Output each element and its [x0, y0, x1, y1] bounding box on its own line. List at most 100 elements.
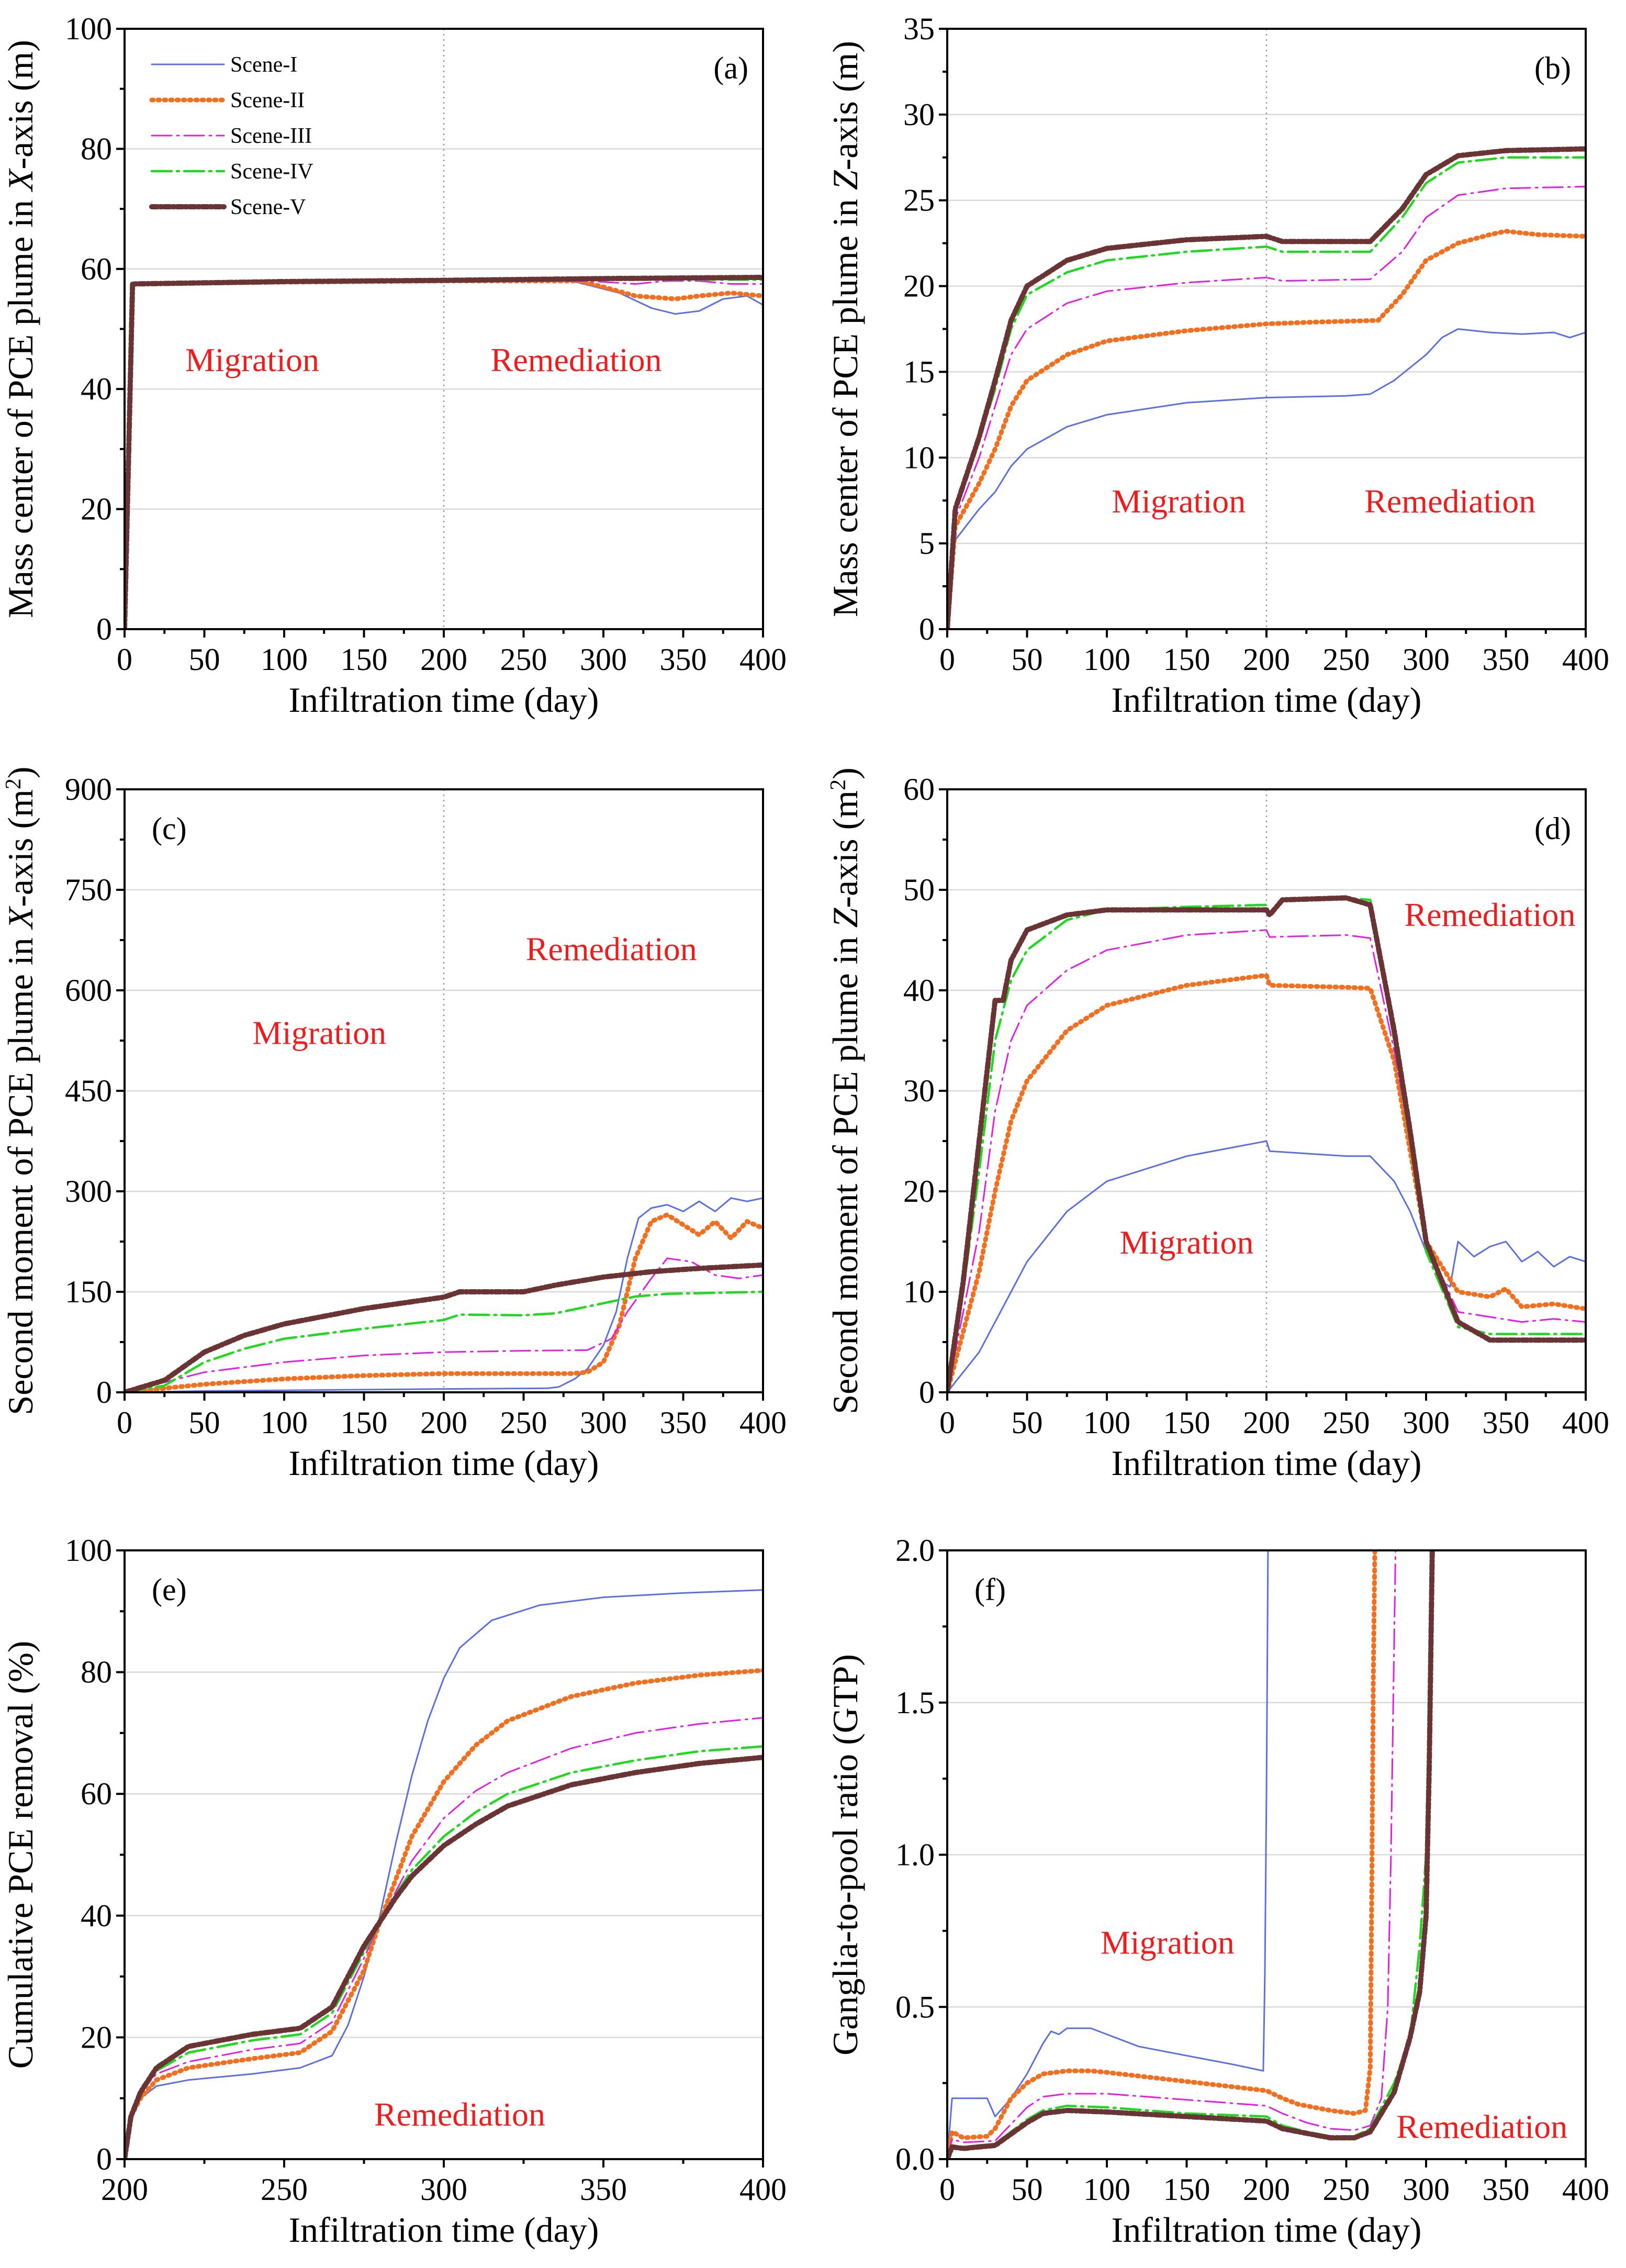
y-tick-label: 600 [65, 973, 112, 1008]
x-tick-label: 300 [420, 2172, 467, 2207]
x-tick-label: 100 [261, 642, 308, 677]
y-tick-label: 60 [903, 772, 935, 807]
y-tick-label: 10 [903, 1275, 935, 1309]
x-tick-label: 350 [580, 2172, 627, 2207]
phase-label-remediation: Remediation [526, 930, 697, 967]
series-line-scene-iii [947, 1550, 1397, 2159]
x-tick-label: 250 [500, 1405, 547, 1440]
y-tick-label: 100 [65, 12, 112, 46]
x-tick-label: 400 [739, 2172, 787, 2207]
y-tick-label: 25 [903, 183, 935, 218]
series-line-scene-iii [947, 186, 1586, 629]
phase-label-migration: Migration [1120, 1224, 1254, 1261]
phase-label-remediation: Remediation [491, 341, 662, 378]
y-tick-label: 20 [903, 1174, 935, 1209]
x-tick-label: 200 [101, 2172, 148, 2207]
x-tick-label: 0 [939, 2172, 955, 2207]
series-line-scene-i [947, 1140, 1586, 1392]
y-axis-label: Second moment of PCE plume in X-axis (m2… [1, 766, 40, 1415]
chart-panel-f: 0 50 100 150 200 250 300 350 400 0.0 0.5 1.0 1.5 2.0 I… [825, 1533, 1609, 2250]
y-tick-label: 150 [65, 1275, 112, 1309]
y-tick-label: 1.0 [895, 1838, 935, 1872]
x-tick-label: 100 [1083, 642, 1130, 677]
series-group [125, 1589, 763, 2159]
y-axis-label: Cumulative PCE removal (%) [1, 1641, 40, 2069]
phase-label-remediation: Remediation [1396, 2108, 1567, 2145]
x-tick-label: 250 [1323, 642, 1370, 677]
y-tick-label: 30 [903, 97, 935, 132]
x-tick-label: 300 [1403, 2172, 1450, 2207]
x-tick-label: 350 [660, 1405, 707, 1440]
series-line-scene-i [125, 1197, 763, 1392]
x-tick-label: 150 [341, 1405, 388, 1440]
y-tick-label: 0.0 [895, 2142, 935, 2176]
series-line-scene-v [947, 146, 1586, 629]
y-axis-label: Mass center of PCE plume in Z-axis (m) [825, 41, 865, 617]
panel-label: (b) [1534, 51, 1571, 85]
series-line-scene-v [125, 274, 763, 629]
x-tick-label: 50 [1012, 1405, 1043, 1440]
series-group [125, 1197, 763, 1392]
y-tick-label: 0 [96, 2142, 112, 2176]
x-tick-label: 150 [1163, 642, 1210, 677]
panel-label: (f) [974, 1572, 1006, 1607]
x-tick-label: 200 [1243, 642, 1290, 677]
chart-panel-d: 0 50 100 150 200 250 300 350 400 0 10 20 30 40 50 60 Inf… [825, 767, 1609, 1483]
y-tick-label: 15 [903, 354, 935, 389]
x-tick-label: 200 [420, 1405, 467, 1440]
y-axis-label: Second moment of PCE plume in Z-axis (m2… [825, 767, 865, 1414]
legend-label: Scene-III [230, 124, 312, 148]
x-tick-label: 200 [420, 642, 467, 677]
panel-label: (e) [152, 1572, 187, 1607]
x-axis-label: Infiltration time (day) [289, 2210, 599, 2250]
series-line-scene-ii [947, 973, 1586, 1392]
plot-frame [124, 1549, 764, 2160]
y-tick-label: 40 [81, 1898, 112, 1933]
x-tick-label: 200 [1243, 1405, 1290, 1440]
series-group [947, 146, 1586, 629]
legend: Scene-I Scene-II Scene-III Scene-IV Scene-V [149, 53, 313, 219]
y-tick-label: 40 [903, 973, 935, 1008]
series-group [125, 274, 763, 629]
phase-label-remediation: Remediation [1404, 896, 1575, 933]
y-tick-label: 80 [81, 1655, 112, 1690]
x-axis-label: Infiltration time (day) [289, 1443, 599, 1483]
series-group [947, 895, 1586, 1392]
series-line-scene-ii [947, 1550, 1377, 2159]
y-tick-label: 900 [65, 772, 112, 807]
y-tick-label: 60 [81, 252, 112, 286]
x-tick-label: 300 [1403, 1405, 1450, 1440]
series-line-scene-iv [947, 1550, 1433, 2159]
series-line-scene-v [125, 1262, 763, 1392]
y-tick-label: 50 [903, 873, 935, 907]
legend-label: Scene-I [230, 53, 297, 77]
x-tick-label: 100 [1083, 1405, 1130, 1440]
y-tick-label: 80 [81, 131, 112, 166]
series-line-scene-v [947, 895, 1586, 1392]
y-tick-label: 60 [81, 1777, 112, 1811]
y-axis-label: Mass center of PCE plume in X-axis (m) [1, 40, 40, 618]
x-tick-label: 350 [1483, 642, 1530, 677]
series-line-scene-iii [947, 929, 1586, 1392]
phase-label-remediation: Remediation [374, 2096, 545, 2133]
x-tick-label: 0 [117, 642, 132, 677]
x-tick-label: 0 [939, 1405, 955, 1440]
legend-label: Scene-II [230, 88, 305, 113]
x-tick-label: 200 [1243, 2172, 1290, 2207]
y-tick-label: 0 [96, 1375, 112, 1410]
x-axis-label: Infiltration time (day) [1112, 680, 1422, 720]
series-line-scene-iii [125, 1257, 763, 1392]
chart-panel-c: 0 50 100 150 200 250 300 350 400 0 150 300 450 600 750… [1, 766, 787, 1483]
series-line-scene-ii [125, 1212, 763, 1392]
y-tick-label: 30 [903, 1074, 935, 1108]
x-tick-label: 400 [739, 1405, 787, 1440]
y-axis-label: Ganglia-to-pool ratio (GTP) [825, 1654, 865, 2055]
x-axis-label: Infiltration time (day) [1112, 1443, 1422, 1483]
y-tick-label: 5 [919, 526, 935, 561]
x-tick-label: 400 [739, 642, 787, 677]
x-tick-label: 50 [189, 642, 220, 677]
x-tick-label: 150 [1163, 2172, 1210, 2207]
x-tick-label: 400 [1562, 1405, 1609, 1440]
y-tick-label: 2.0 [895, 1533, 935, 1568]
